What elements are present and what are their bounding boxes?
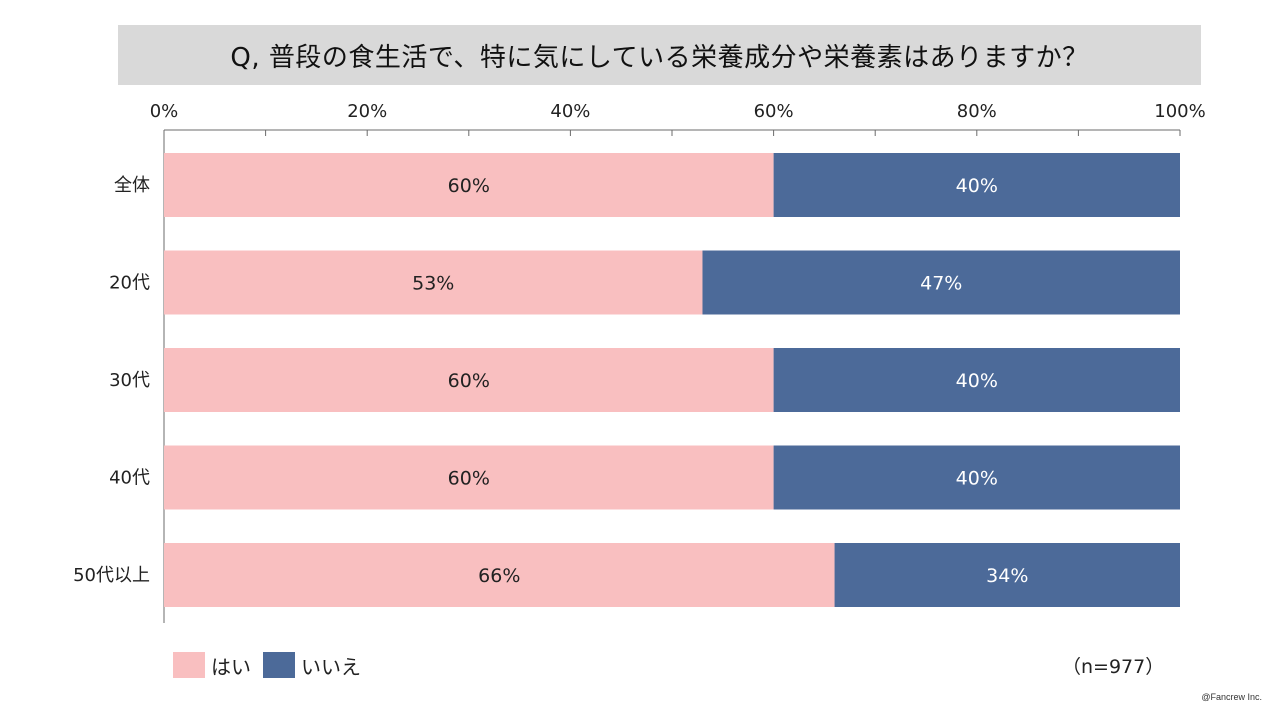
data-label-yes: 60% [448,370,490,392]
data-label-no: 40% [956,370,998,392]
chart-title-band: Q, 普段の食生活で、特に気にしている栄養成分や栄養素はありますか？ [118,25,1201,85]
bar-segment-yes [164,153,774,217]
x-tick-label: 100% [1154,101,1205,122]
data-label-yes: 53% [412,273,454,295]
bar-segment-yes [164,445,774,510]
category-label: 40代 [109,468,150,489]
bar-segment-no [773,153,1180,217]
legend-item-yes: はい [173,651,251,680]
data-label-yes: 66% [478,565,520,587]
copyright-note: @Fancrew Inc. [1201,692,1262,702]
legend-label-no: いいえ [301,654,361,679]
bar-segment-yes [164,543,835,607]
data-label-yes: 60% [448,468,490,490]
x-tick-label: 40% [550,101,590,122]
data-label-no: 40% [956,468,998,490]
x-tick-label: 60% [754,101,794,122]
data-label-no: 47% [920,273,962,295]
legend-label-yes: はい [211,654,251,679]
legend: はい いいえ [173,651,363,679]
sample-size-note: （n=977） [1062,656,1165,678]
bar-segment-no [702,250,1180,315]
category-label: 30代 [109,370,150,391]
data-label-no: 40% [956,175,998,197]
x-tick-label: 0% [150,101,179,122]
x-tick-label: 80% [957,101,997,122]
chart-title: Q, 普段の食生活で、特に気にしている栄養成分や栄養素はありますか？ [230,42,1089,73]
legend-item-no: いいえ [263,651,361,680]
legend-swatch-yes [173,652,205,678]
category-label: 20代 [109,273,150,294]
bar-segment-yes [164,348,774,412]
legend-swatch-no [263,652,295,678]
bar-segment-no [773,348,1180,412]
x-tick-label: 20% [347,101,387,122]
category-label: 50代以上 [73,565,150,586]
bar-segment-no [773,445,1180,510]
data-label-yes: 60% [448,175,490,197]
category-label: 全体 [114,175,150,196]
data-label-no: 34% [986,565,1028,587]
bar-segment-no [834,543,1180,607]
bar-segment-yes [164,250,703,315]
